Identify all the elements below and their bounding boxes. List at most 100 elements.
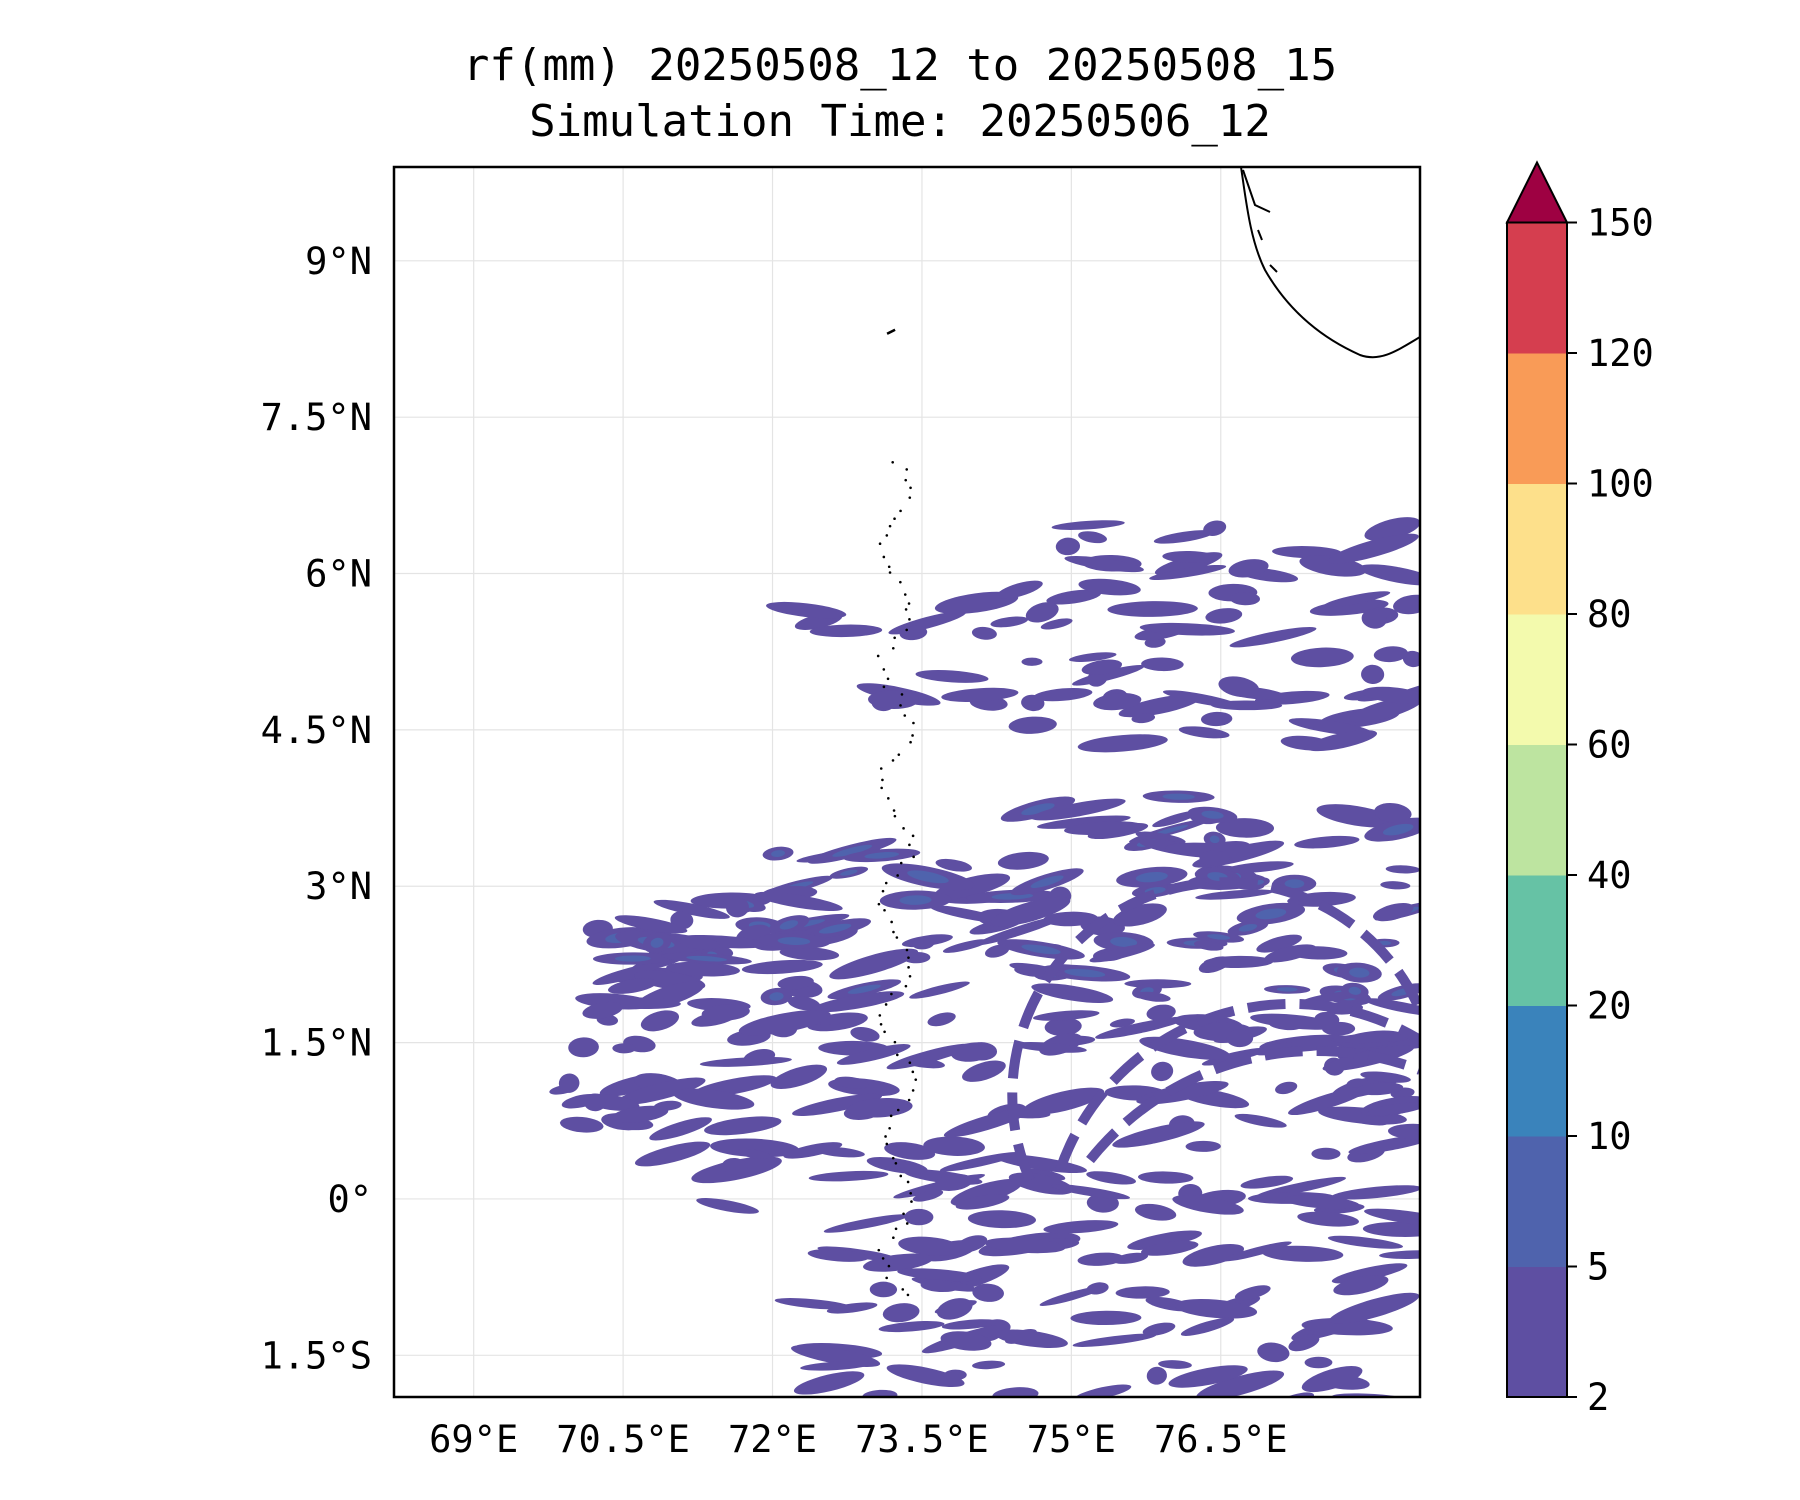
curved-rainband: [1007, 877, 1420, 1182]
rain-cell: [863, 1253, 933, 1272]
rain-cell: [1199, 850, 1230, 867]
rain-cell: [911, 937, 935, 950]
rain-cell: [808, 1170, 889, 1182]
rain-cell: [826, 1302, 878, 1314]
rain-cell: [793, 1371, 865, 1395]
rain-cell: [1089, 943, 1155, 963]
rain-cell-core: [1348, 986, 1362, 995]
rain-cell: [1043, 911, 1099, 927]
island-dot: [892, 809, 896, 812]
rain-cell: [834, 1076, 869, 1089]
rain-cell: [1322, 1021, 1356, 1036]
rain-cell: [1149, 564, 1227, 581]
rain-cell-core: [1201, 810, 1224, 819]
colorbar-label: 10: [1587, 1115, 1632, 1158]
rain-cell: [1372, 902, 1414, 922]
rain-cell: [1379, 1250, 1420, 1259]
rain-cell: [800, 1361, 871, 1371]
island-dot: [899, 861, 903, 865]
island-dot: [885, 1276, 888, 1280]
rain-cell-core: [832, 844, 873, 857]
island-dot: [905, 1222, 909, 1225]
island-dot: [878, 1014, 882, 1017]
island-dot: [899, 1174, 903, 1178]
rain-cell: [1272, 546, 1342, 559]
rain-cell: [1093, 692, 1142, 711]
island-dot: [905, 468, 909, 471]
rain-cell: [936, 1298, 973, 1320]
island-dot: [904, 984, 908, 988]
island-dot: [896, 1053, 899, 1057]
rain-cell: [1200, 711, 1233, 727]
rain-cell: [1072, 664, 1145, 686]
colorbar-segment: [1507, 1266, 1567, 1398]
rain-cell: [666, 961, 740, 977]
island-dot: [908, 974, 912, 978]
colorbar-segment: [1507, 1136, 1567, 1267]
rain-cell: [1240, 1175, 1294, 1189]
rain-cell: [1362, 686, 1420, 704]
rain-cell: [941, 687, 1019, 702]
colorbar-segment: [1507, 614, 1567, 745]
rain-cell-core: [1207, 934, 1231, 940]
rain-cell: [1044, 1017, 1082, 1036]
rain-cell: [1008, 716, 1057, 734]
rain-cell: [1288, 1334, 1320, 1352]
rain-cell: [1081, 659, 1123, 675]
rain-cell: [1078, 578, 1141, 596]
lat-tick-label: 6°N: [305, 553, 372, 596]
island-dot: [893, 1040, 897, 1044]
rain-cell: [868, 690, 919, 710]
rain-cell: [1373, 646, 1408, 663]
lon-tick-label: 69°E: [429, 1418, 518, 1461]
rain-cell: [607, 997, 681, 1009]
rain-cell: [941, 1319, 998, 1330]
rain-cell: [1393, 594, 1420, 615]
rain-cell: [614, 915, 688, 934]
rain-cell: [904, 1208, 934, 1226]
rain-cell: [898, 1236, 962, 1256]
rain-cell: [1297, 1211, 1359, 1227]
rain-cell: [779, 946, 840, 961]
rain-cell: [1040, 618, 1073, 630]
rain-cell: [1112, 1121, 1205, 1148]
rain-cell: [1362, 1221, 1420, 1237]
rain-cell: [1388, 1123, 1420, 1140]
rain-cell: [766, 601, 847, 619]
rain-cell-core: [840, 869, 858, 876]
rain-cell: [559, 1116, 604, 1133]
rain-cell: [1215, 818, 1275, 838]
island-dot: [888, 571, 892, 574]
rain-cell: [1174, 1298, 1258, 1319]
rain-cell-core: [614, 955, 651, 962]
rain-cell: [920, 1279, 957, 1292]
rain-cell: [1218, 676, 1260, 698]
rain-cell: [558, 1073, 580, 1093]
maldives-islands: [876, 328, 918, 1297]
rain-cell: [1077, 1252, 1124, 1266]
rain-cell: [1033, 687, 1093, 702]
colorbar-label: 2: [1587, 1376, 1609, 1419]
lon-tick-label: 76.5°E: [1154, 1418, 1288, 1461]
rain-cell: [829, 948, 919, 980]
colorbar-segment: [1507, 222, 1567, 354]
rain-cell: [823, 1214, 909, 1233]
island-dot: [878, 542, 882, 545]
island-dot: [905, 628, 908, 632]
colorbar-segment: [1507, 744, 1567, 876]
rain-cell: [704, 1116, 782, 1136]
island-dot: [893, 636, 896, 640]
rain-cell-core: [1382, 823, 1414, 836]
rain-cell: [1201, 1047, 1268, 1066]
rain-cell-core: [650, 937, 664, 948]
rain-cell-core: [777, 937, 811, 946]
island-dot: [882, 668, 886, 671]
latitude-tick-labels: 9°N 7.5°N 6°N 4.5°N 3°N 1.5°N 0° 1.5°S: [261, 240, 372, 1377]
island-dot: [908, 496, 912, 499]
title-line-2: Simulation Time: 20250506_12: [529, 96, 1271, 147]
rain-cell: [984, 944, 1010, 958]
rain-cell-core: [771, 850, 786, 858]
rain-cell: [1182, 1243, 1245, 1267]
island-dot: [892, 1236, 895, 1239]
rain-cell: [1333, 1275, 1389, 1296]
